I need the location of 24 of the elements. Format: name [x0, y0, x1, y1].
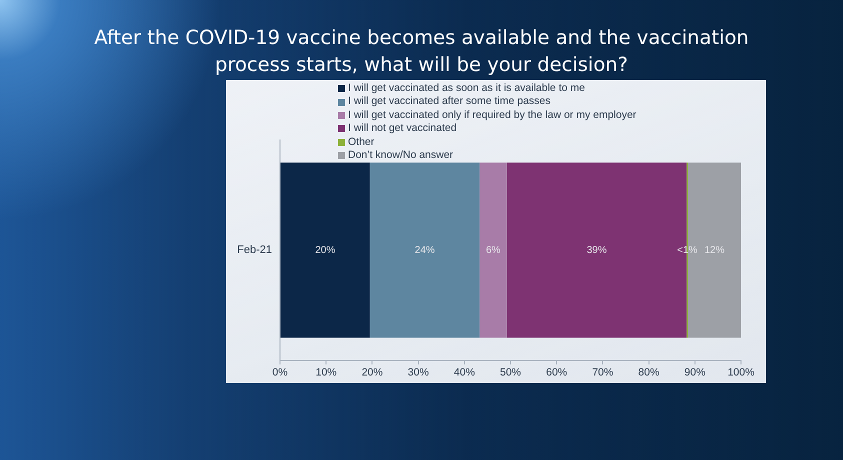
- data-label: 24%: [414, 244, 435, 256]
- x-tick-label: 10%: [316, 366, 337, 379]
- legend-label: I will not get vaccinated: [348, 122, 457, 136]
- data-label: 20%: [315, 244, 336, 256]
- x-tick-label: 90%: [684, 366, 706, 379]
- x-tick-label: 50%: [500, 366, 522, 379]
- legend-label: I will get vaccinated as soon as it is available to me: [348, 82, 585, 96]
- x-tick-label: 0%: [272, 366, 288, 379]
- data-label: 6%: [486, 244, 501, 256]
- chart-title: After the COVID-19 vaccine becomes available and the vaccination process starts, what will be your decision?: [93, 25, 750, 78]
- data-label: 12%: [704, 244, 725, 256]
- x-tick-label: 70%: [592, 366, 614, 379]
- legend-label: Don’t know/No answer: [348, 149, 454, 162]
- data-label: 39%: [586, 244, 607, 256]
- y-tick-label: Feb-21: [237, 244, 272, 256]
- legend-label: Other: [348, 136, 374, 150]
- x-tick-label: 40%: [454, 366, 475, 379]
- x-tick-label: 60%: [546, 366, 568, 379]
- x-tick-label: 20%: [362, 366, 383, 379]
- x-tick-label: 30%: [408, 366, 429, 379]
- x-tick-label: 80%: [638, 366, 660, 379]
- x-tick-label: 100%: [728, 366, 754, 379]
- legend-label: I will get vaccinated only if required by the law or my employer: [348, 108, 636, 122]
- legend-label: I will get vaccinated after some time passes: [348, 95, 551, 109]
